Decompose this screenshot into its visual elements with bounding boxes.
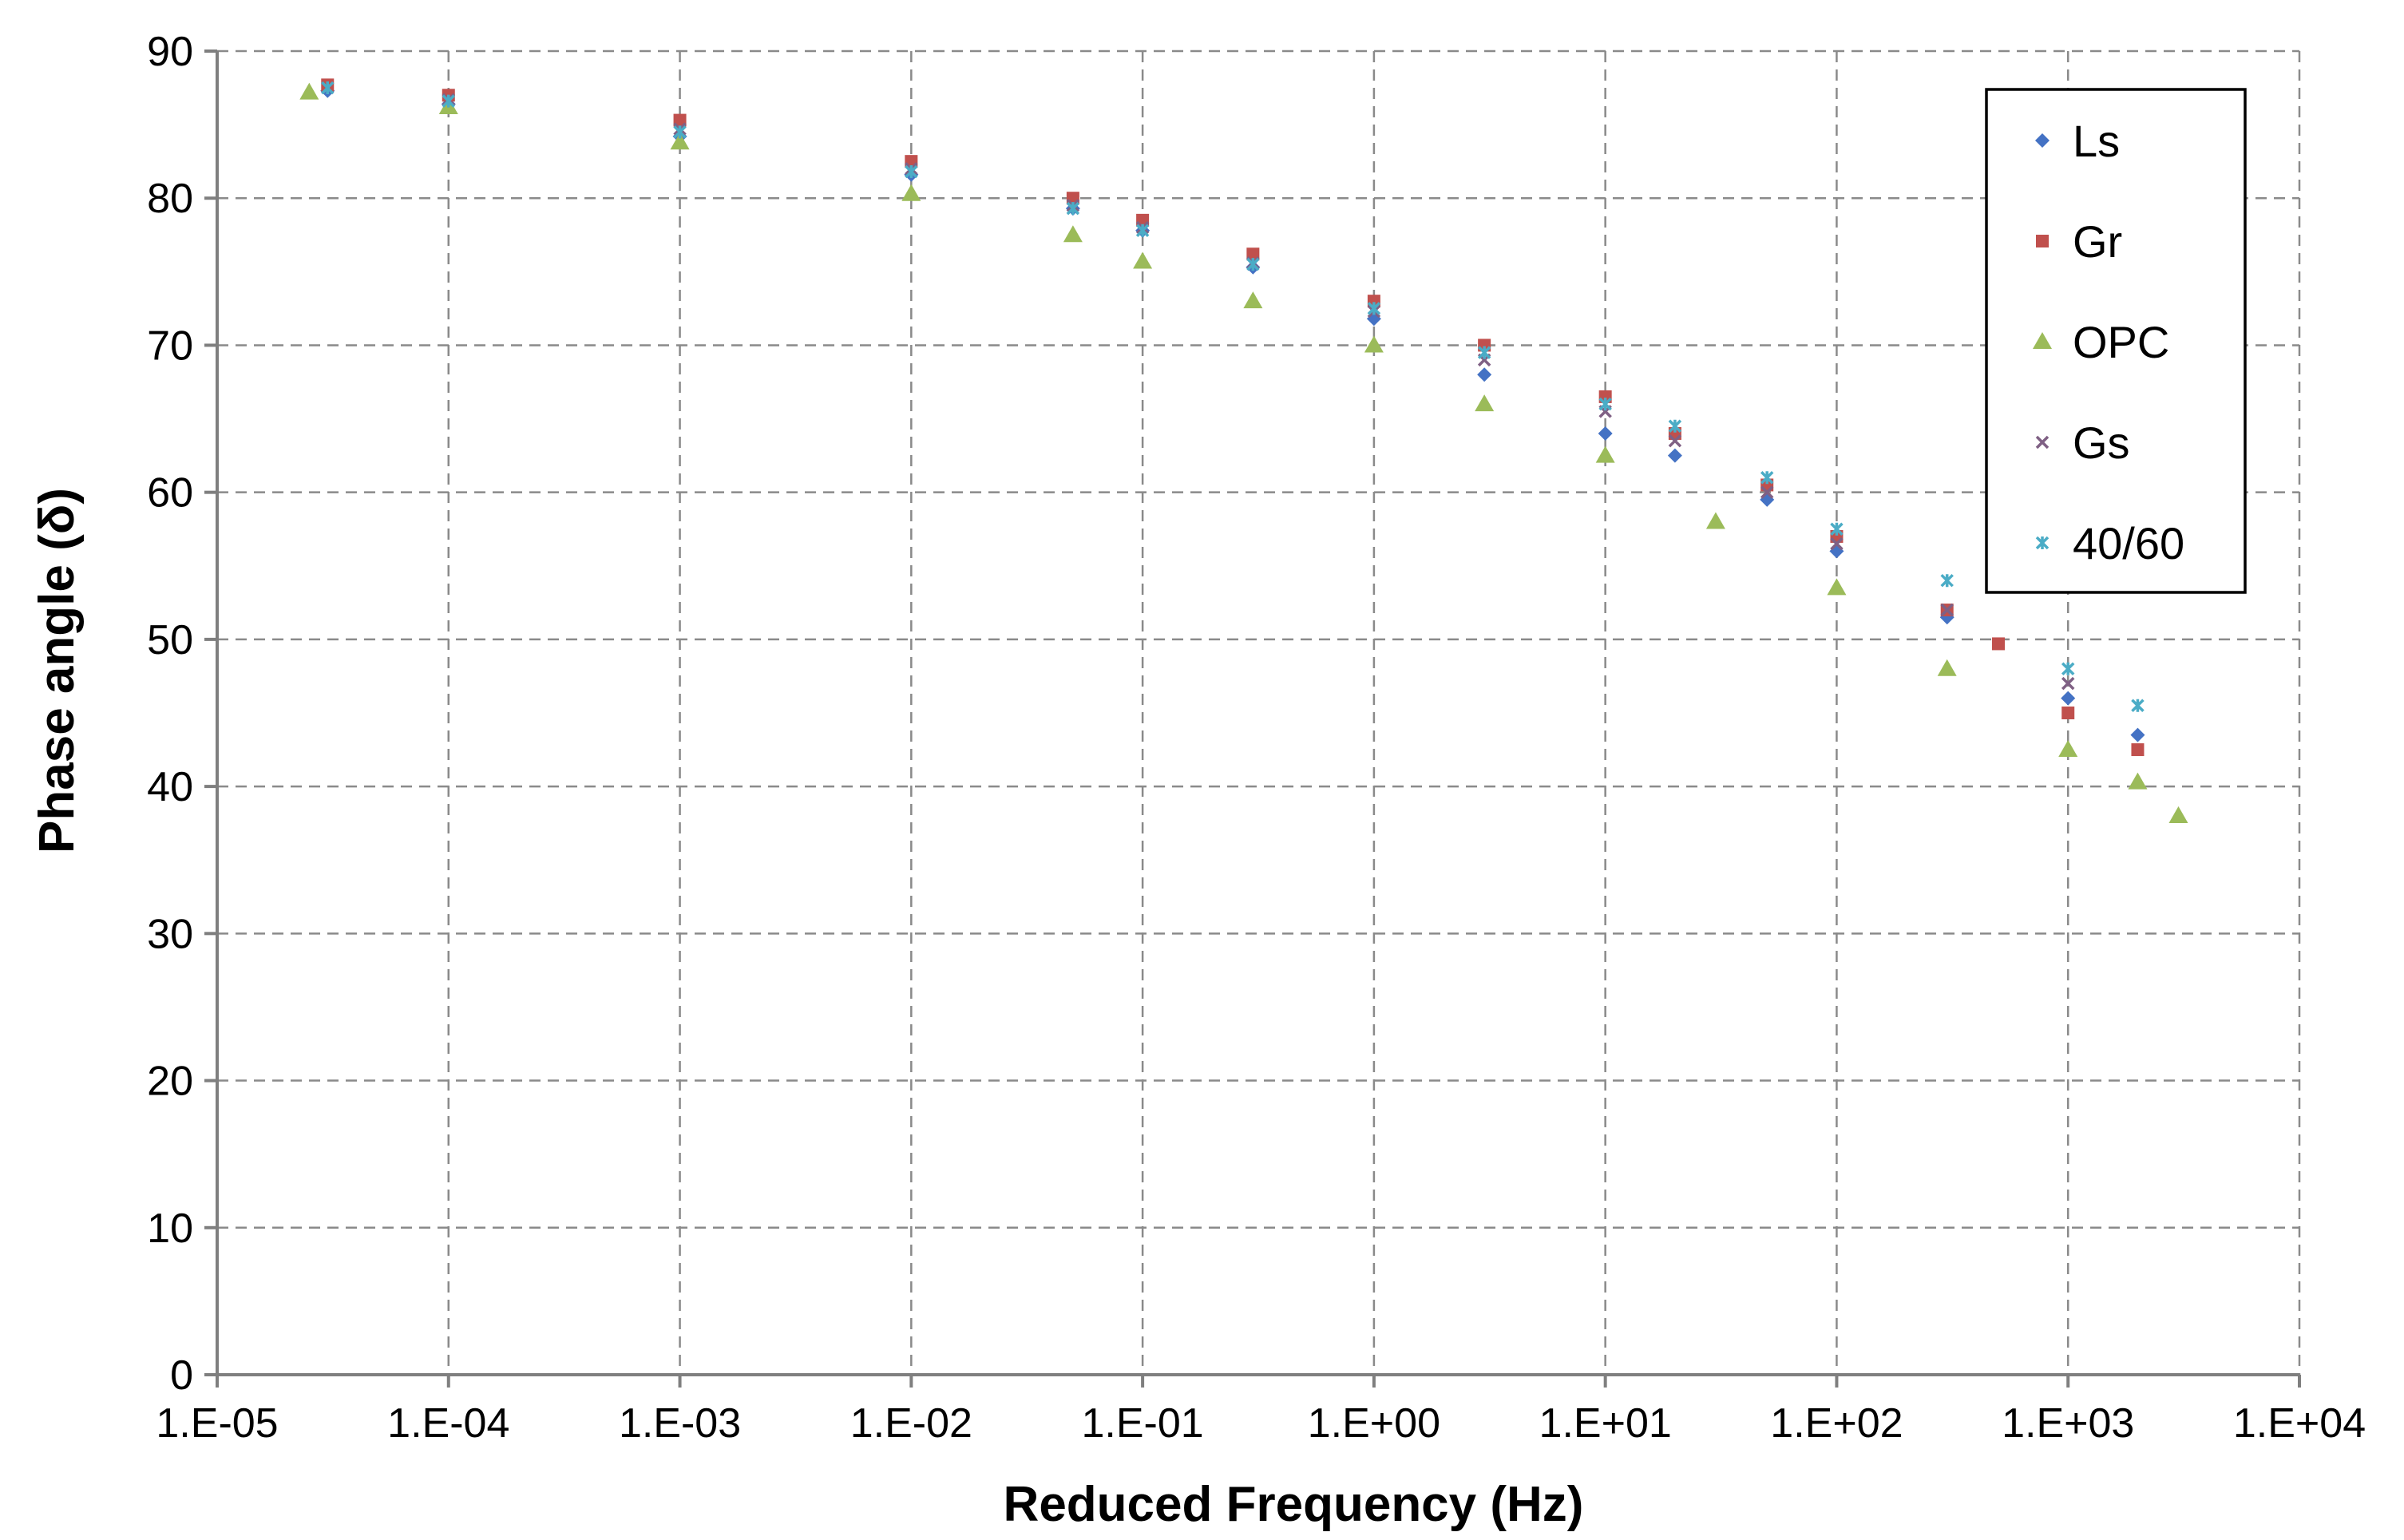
x-tick-label: 1.E+01	[1539, 1400, 1672, 1447]
y-tick-label: 50	[147, 617, 193, 663]
series-gs	[321, 81, 2075, 691]
data-point	[670, 133, 690, 150]
data-point	[1477, 346, 1491, 359]
y-tick-label: 90	[147, 29, 193, 75]
x-tick-label: 1.E+03	[2002, 1400, 2134, 1447]
y-tick-label: 0	[170, 1352, 193, 1399]
series-gr	[321, 78, 2145, 757]
x-axis-title: Reduced Frequency (Hz)	[1004, 1477, 1584, 1532]
legend-label: Gs	[2073, 418, 2130, 468]
y-tick-label: 20	[147, 1059, 193, 1105]
data-point	[2128, 772, 2148, 790]
data-point	[1063, 225, 1083, 243]
y-axis-title: Phase angle (δ)	[30, 488, 85, 853]
data-point	[1066, 201, 1080, 216]
x-tick-label: 1.E+00	[1308, 1400, 1440, 1447]
data-point	[1937, 659, 1957, 676]
x-tick-label: 1.E-02	[850, 1400, 972, 1447]
data-point	[1668, 433, 1682, 448]
legend-label: Gr	[2073, 216, 2122, 267]
data-point	[321, 81, 335, 95]
data-point	[1364, 335, 1384, 353]
y-tick-label: 40	[147, 764, 193, 810]
data-point	[1705, 512, 1725, 529]
data-point	[1246, 247, 1260, 261]
y-tick-label: 10	[147, 1205, 193, 1252]
data-point	[1827, 578, 1847, 596]
data-point	[1135, 224, 1150, 237]
y-tick-label: 80	[147, 176, 193, 222]
y-tick-label: 60	[147, 470, 193, 517]
legend: Ls Gr OPC Gs 40/60	[1985, 88, 2247, 594]
series-40-60	[321, 81, 2145, 713]
data-point	[299, 82, 319, 100]
legend-marker	[2033, 332, 2052, 349]
data-point	[1477, 367, 1492, 382]
legend-marker	[2035, 536, 2050, 550]
data-point	[442, 94, 456, 108]
data-point	[2061, 676, 2075, 691]
data-point	[1133, 251, 1153, 269]
data-point	[1830, 522, 1844, 536]
data-point	[1598, 397, 1612, 411]
data-point	[1475, 394, 1495, 412]
data-point	[1760, 485, 1774, 499]
legend-marker	[2035, 435, 2050, 449]
legend-label: OPC	[2073, 317, 2169, 367]
series-opc	[299, 82, 2188, 823]
data-point	[1667, 448, 1682, 463]
legend-marker	[2035, 133, 2050, 148]
data-point	[901, 184, 921, 201]
data-point	[1760, 471, 1774, 485]
legend-label: Ls	[2073, 116, 2120, 166]
data-point	[1243, 291, 1263, 309]
y-tick-labels: 0 10 20 30 40 50 60 70 80 90	[147, 29, 193, 1399]
y-tick-label: 70	[147, 323, 193, 369]
data-point	[1760, 492, 1775, 507]
data-points	[299, 78, 2188, 823]
legend-marker	[2036, 235, 2049, 247]
data-point	[2131, 743, 2145, 757]
x-tick-label: 1.E+02	[1770, 1400, 1903, 1447]
data-point	[1829, 544, 1844, 559]
x-tick-label: 1.E-04	[387, 1400, 509, 1447]
data-point	[2168, 806, 2188, 823]
data-point	[2061, 707, 2075, 719]
data-point	[673, 125, 687, 139]
x-tick-label: 1.E-05	[156, 1400, 278, 1447]
data-point	[1246, 257, 1260, 271]
data-point	[2061, 691, 2076, 706]
data-point	[1940, 573, 1954, 588]
data-point	[673, 113, 687, 127]
legend-box	[1985, 88, 2247, 594]
data-point	[2131, 699, 2145, 713]
data-point	[2061, 662, 2075, 675]
data-point	[1595, 445, 1615, 463]
data-point	[905, 164, 918, 179]
legend-label: 40/60	[2073, 518, 2184, 568]
x-tick-label: 1.E-01	[1082, 1400, 1204, 1447]
x-tick-label: 1.E-03	[619, 1400, 741, 1447]
x-tick-labels: 1.E-05 1.E-04 1.E-03 1.E-02 1.E-01 1.E+00 1.E+…	[156, 1400, 2366, 1447]
data-point	[1668, 419, 1682, 433]
y-tick-label: 30	[147, 911, 193, 957]
data-point	[1367, 302, 1381, 315]
data-point	[1830, 536, 1844, 551]
data-point	[1940, 603, 1954, 617]
series-ls	[320, 83, 2145, 742]
data-point	[2058, 740, 2078, 758]
axes	[204, 49, 2301, 1388]
data-point	[1991, 637, 2005, 651]
data-point	[1598, 426, 1613, 441]
x-tick-label: 1.E+04	[2233, 1400, 2366, 1447]
data-point	[2130, 727, 2145, 742]
